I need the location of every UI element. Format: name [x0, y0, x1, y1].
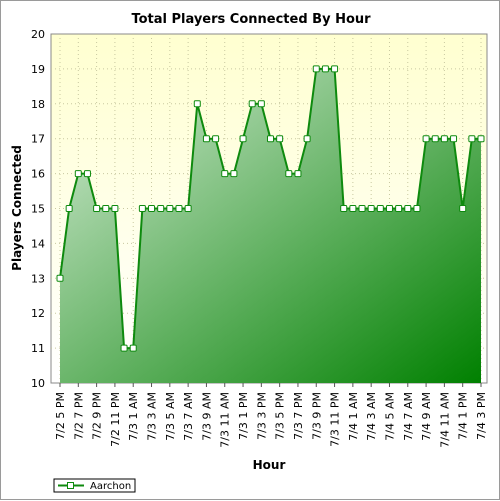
data-point [413, 205, 421, 212]
data-point [56, 274, 64, 282]
legend: Aarchon [53, 478, 136, 493]
y-tick-label: 16 [31, 168, 45, 181]
x-tick-label: 7/3 9 PM [310, 392, 323, 440]
series-points [56, 65, 485, 352]
y-tick-label: 15 [31, 203, 45, 216]
data-point [276, 135, 284, 143]
x-tick-label: 7/3 11 AM [219, 392, 232, 448]
x-tick-label: 7/3 7 AM [182, 392, 195, 441]
data-point [267, 135, 274, 143]
data-point [468, 135, 476, 143]
y-tick-label: 11 [31, 342, 45, 355]
x-tick-label: 7/4 5 AM [383, 392, 396, 441]
data-point [74, 170, 82, 178]
y-tick-label: 12 [31, 307, 45, 320]
data-point [239, 135, 247, 143]
data-point [111, 205, 119, 212]
data-point [340, 205, 348, 212]
data-point [385, 205, 393, 212]
legend-box [53, 478, 136, 493]
x-tick-label: 7/3 11 PM [329, 392, 342, 447]
x-tick-label: 7/3 7 PM [292, 392, 305, 440]
x-tick-label: 7/4 9 AM [420, 392, 433, 441]
x-tick-label: 7/3 3 AM [146, 392, 159, 441]
legend-label: Aarchon [90, 481, 131, 492]
y-tick-label: 14 [31, 237, 45, 250]
data-point [349, 205, 357, 212]
y-tick-label: 13 [31, 272, 45, 285]
data-point [431, 135, 439, 143]
x-axis-ticks: 7/2 5 PM 7/2 7 PM 7/2 9 PM 7/2 11 PM 7/3 1 A… [54, 383, 488, 448]
data-point [358, 205, 366, 212]
y-axis-label: Players Connected [10, 145, 24, 271]
x-tick-label: 7/3 5 AM [164, 392, 177, 441]
x-tick-label: 7/3 1 PM [237, 392, 250, 440]
chart-title: Total Players Connected By Hour [131, 12, 371, 27]
data-point [212, 135, 220, 143]
data-point [193, 100, 201, 108]
data-point [331, 65, 339, 73]
data-point [459, 205, 467, 212]
x-tick-label: 7/4 1 PM [457, 392, 470, 440]
y-tick-label: 20 [31, 28, 45, 41]
series-area [60, 68, 481, 384]
y-tick-label: 17 [31, 133, 45, 146]
data-point [303, 135, 311, 143]
data-point [65, 205, 73, 212]
x-tick-label: 7/3 3 PM [255, 392, 268, 440]
x-tick-label: 7/2 11 PM [109, 392, 122, 447]
data-point [157, 205, 165, 212]
data-point [367, 205, 375, 212]
y-tick-label: 19 [31, 63, 45, 76]
data-point [83, 170, 91, 178]
x-tick-label: 7/2 7 PM [72, 392, 85, 440]
x-tick-label: 7/4 11 AM [438, 392, 451, 448]
x-tick-label: 7/3 1 AM [127, 392, 140, 441]
data-point [257, 100, 265, 108]
x-tick-label: 7/3 9 AM [200, 392, 213, 441]
data-point [376, 205, 384, 212]
data-point [93, 205, 101, 212]
x-tick-label: 7/4 3 PM [475, 392, 488, 440]
x-tick-label: 7/2 9 PM [91, 392, 104, 440]
data-point [440, 135, 448, 143]
data-point [148, 205, 156, 212]
data-point [138, 205, 146, 212]
data-point [129, 344, 137, 352]
x-tick-label: 7/4 1 AM [347, 392, 360, 441]
data-point [166, 205, 174, 212]
data-point [175, 205, 183, 212]
legend-swatch-marker [67, 482, 74, 489]
y-tick-label: 18 [31, 98, 45, 111]
data-point [422, 135, 430, 143]
data-point [184, 205, 192, 212]
data-point [395, 205, 403, 212]
y-tick-label: 10 [31, 377, 45, 390]
x-axis-label: Hour [253, 458, 286, 472]
data-point [248, 100, 256, 108]
data-point [102, 205, 110, 212]
data-point [120, 344, 128, 352]
data-point [285, 170, 293, 178]
x-tick-label: 7/2 5 PM [54, 392, 67, 440]
data-point [404, 205, 412, 212]
y-axis-ticks: 10 11 12 13 14 15 16 17 18 19 20 [31, 28, 45, 390]
data-point [221, 170, 229, 178]
data-point [321, 65, 329, 73]
data-point [230, 170, 238, 178]
data-point [477, 135, 485, 143]
x-tick-label: 7/3 5 PM [274, 392, 287, 440]
data-point [450, 135, 458, 143]
data-point [294, 170, 302, 178]
x-tick-label: 7/4 7 AM [402, 392, 415, 441]
data-point [202, 135, 210, 143]
data-point [312, 65, 320, 73]
x-tick-label: 7/4 3 AM [365, 392, 378, 441]
